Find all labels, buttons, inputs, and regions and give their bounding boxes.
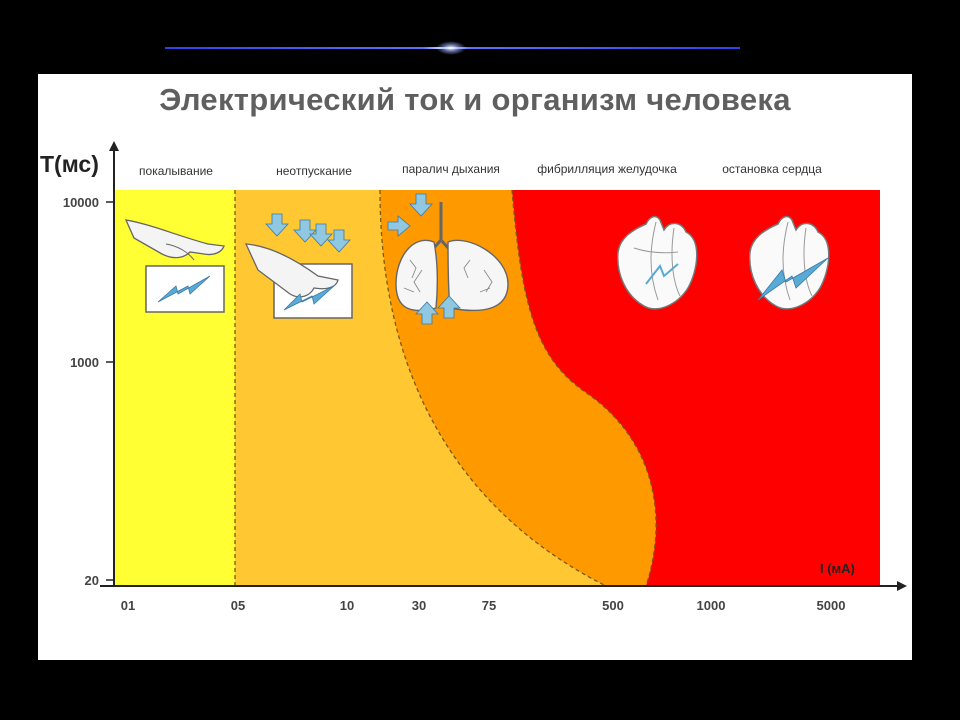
zone-boundaries [234,189,657,587]
x-tick-label: 30 [412,598,426,613]
axes: T(мс) I (мА) [40,141,907,591]
x-tick-label: 75 [482,598,496,613]
zone-header-strip [114,150,880,190]
heart-shock-icon [749,215,830,310]
x-tick-label: 10 [340,598,354,613]
boundary-respiratory [511,189,657,587]
zone-label-tingling: покалывание [139,164,213,178]
x-tick-label: 1000 [697,598,726,613]
current-effects-chart: T(мс) I (мА) 10000 1000 20 01 05 10 30 7… [40,141,907,613]
y-tick-labels: 10000 1000 20 [63,195,99,588]
heart-icon [617,215,698,310]
x-tick-label: 500 [602,598,624,613]
zone-label-cardiac-arrest: остановка сердца [722,162,822,176]
boundary-no-release [379,189,607,587]
lungs-icon [387,193,509,325]
zone-label-fibrillation: фибрилляция желудочка [537,162,677,176]
y-tick-label: 10000 [63,195,99,210]
header-accent-glow [436,41,466,55]
x-tick-labels: 01 05 10 30 75 500 1000 5000 [121,598,846,613]
zone-labels: покалывание неотпускание паралич дыхания… [139,162,822,178]
slide-title: Электрический ток и организм человека [159,82,791,117]
slide-canvas: Электрический ток и организм человека [38,74,912,660]
y-axis-label: T(мс) [40,151,99,177]
zone-label-no-release: неотпускание [276,164,352,178]
x-tick-label: 05 [231,598,245,613]
x-tick-label: 01 [121,598,135,613]
x-tick-label: 5000 [817,598,846,613]
zone-areas [114,150,880,586]
x-axis-label: I (мА) [820,561,855,576]
hand-gripping-plate-icon [244,213,353,319]
zone-label-respiratory-paralysis: паралич дыхания [402,162,500,176]
hand-touching-plate-icon [124,219,225,313]
y-tick-label: 20 [85,573,99,588]
y-tick-label: 1000 [70,355,99,370]
